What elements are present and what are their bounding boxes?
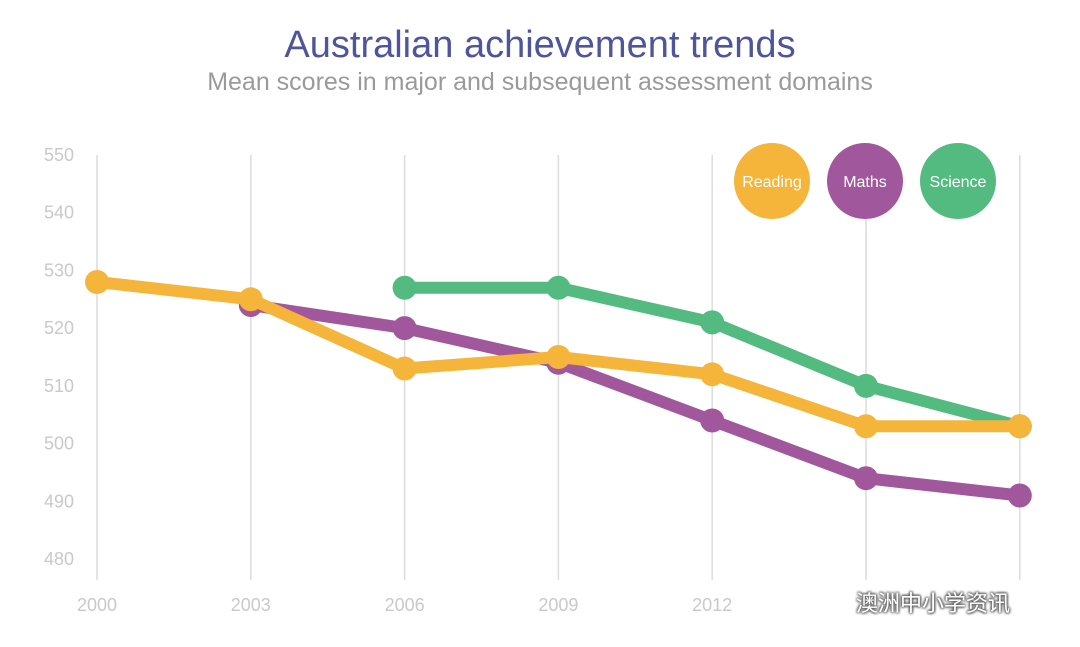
x-tick-2009: 2009 (538, 595, 578, 615)
y-axis-ticks: 480 490 500 510 520 530 540 550 (44, 145, 74, 569)
legend-label-science: Science (930, 174, 987, 191)
point-science-2015 (854, 373, 878, 398)
y-tick-500: 500 (44, 434, 74, 454)
y-tick-550: 550 (44, 145, 74, 165)
x-tick-2006: 2006 (385, 595, 425, 615)
y-tick-480: 480 (44, 549, 74, 569)
point-reading-2000 (85, 269, 109, 294)
y-tick-510: 510 (44, 376, 74, 396)
point-maths-2015 (854, 466, 878, 491)
point-science-2012 (700, 310, 725, 335)
point-science-2009 (546, 275, 571, 300)
chart-title: Australian achievement trends (284, 24, 796, 66)
series-lines (85, 269, 1032, 508)
point-reading-2018 (1007, 414, 1032, 439)
legend-label-maths: Maths (843, 174, 887, 191)
series-line-maths (244, 299, 1026, 502)
point-reading-2003 (238, 287, 263, 312)
point-reading-2006 (392, 356, 417, 381)
point-maths-2018 (1007, 483, 1032, 508)
x-tick-2012: 2012 (692, 595, 732, 615)
point-reading-2015 (854, 414, 878, 439)
point-maths-2012 (700, 408, 725, 433)
y-tick-520: 520 (44, 318, 74, 338)
y-tick-540: 540 (44, 203, 74, 223)
wechat-icon (818, 591, 847, 613)
legend: Reading Maths Science (734, 143, 996, 219)
watermark: 澳洲中小学资讯 (818, 586, 1010, 618)
watermark-text: 澳洲中小学资讯 (856, 592, 1011, 617)
point-reading-2012 (700, 362, 725, 387)
legend-marker-reading (734, 143, 810, 219)
x-axis-ticks: 2000 2003 2006 2009 2012 (77, 595, 732, 615)
legend-marker-science (920, 143, 996, 219)
y-tick-530: 530 (44, 260, 74, 280)
point-reading-2009 (546, 345, 571, 369)
x-tick-2000: 2000 (77, 595, 117, 615)
point-maths-2006 (392, 316, 417, 341)
chart-subtitle: Mean scores in major and subsequent asse… (207, 68, 873, 96)
y-tick-490: 490 (44, 491, 74, 511)
legend-marker-maths (827, 143, 903, 219)
x-tick-2003: 2003 (231, 595, 271, 615)
point-science-2006 (392, 275, 417, 300)
legend-label-reading: Reading (742, 174, 802, 191)
